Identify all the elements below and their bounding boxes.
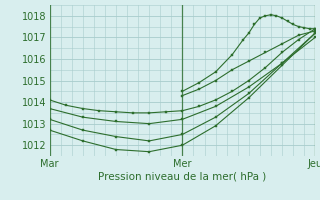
X-axis label: Pression niveau de la mer( hPa ): Pression niveau de la mer( hPa ) <box>98 172 267 182</box>
